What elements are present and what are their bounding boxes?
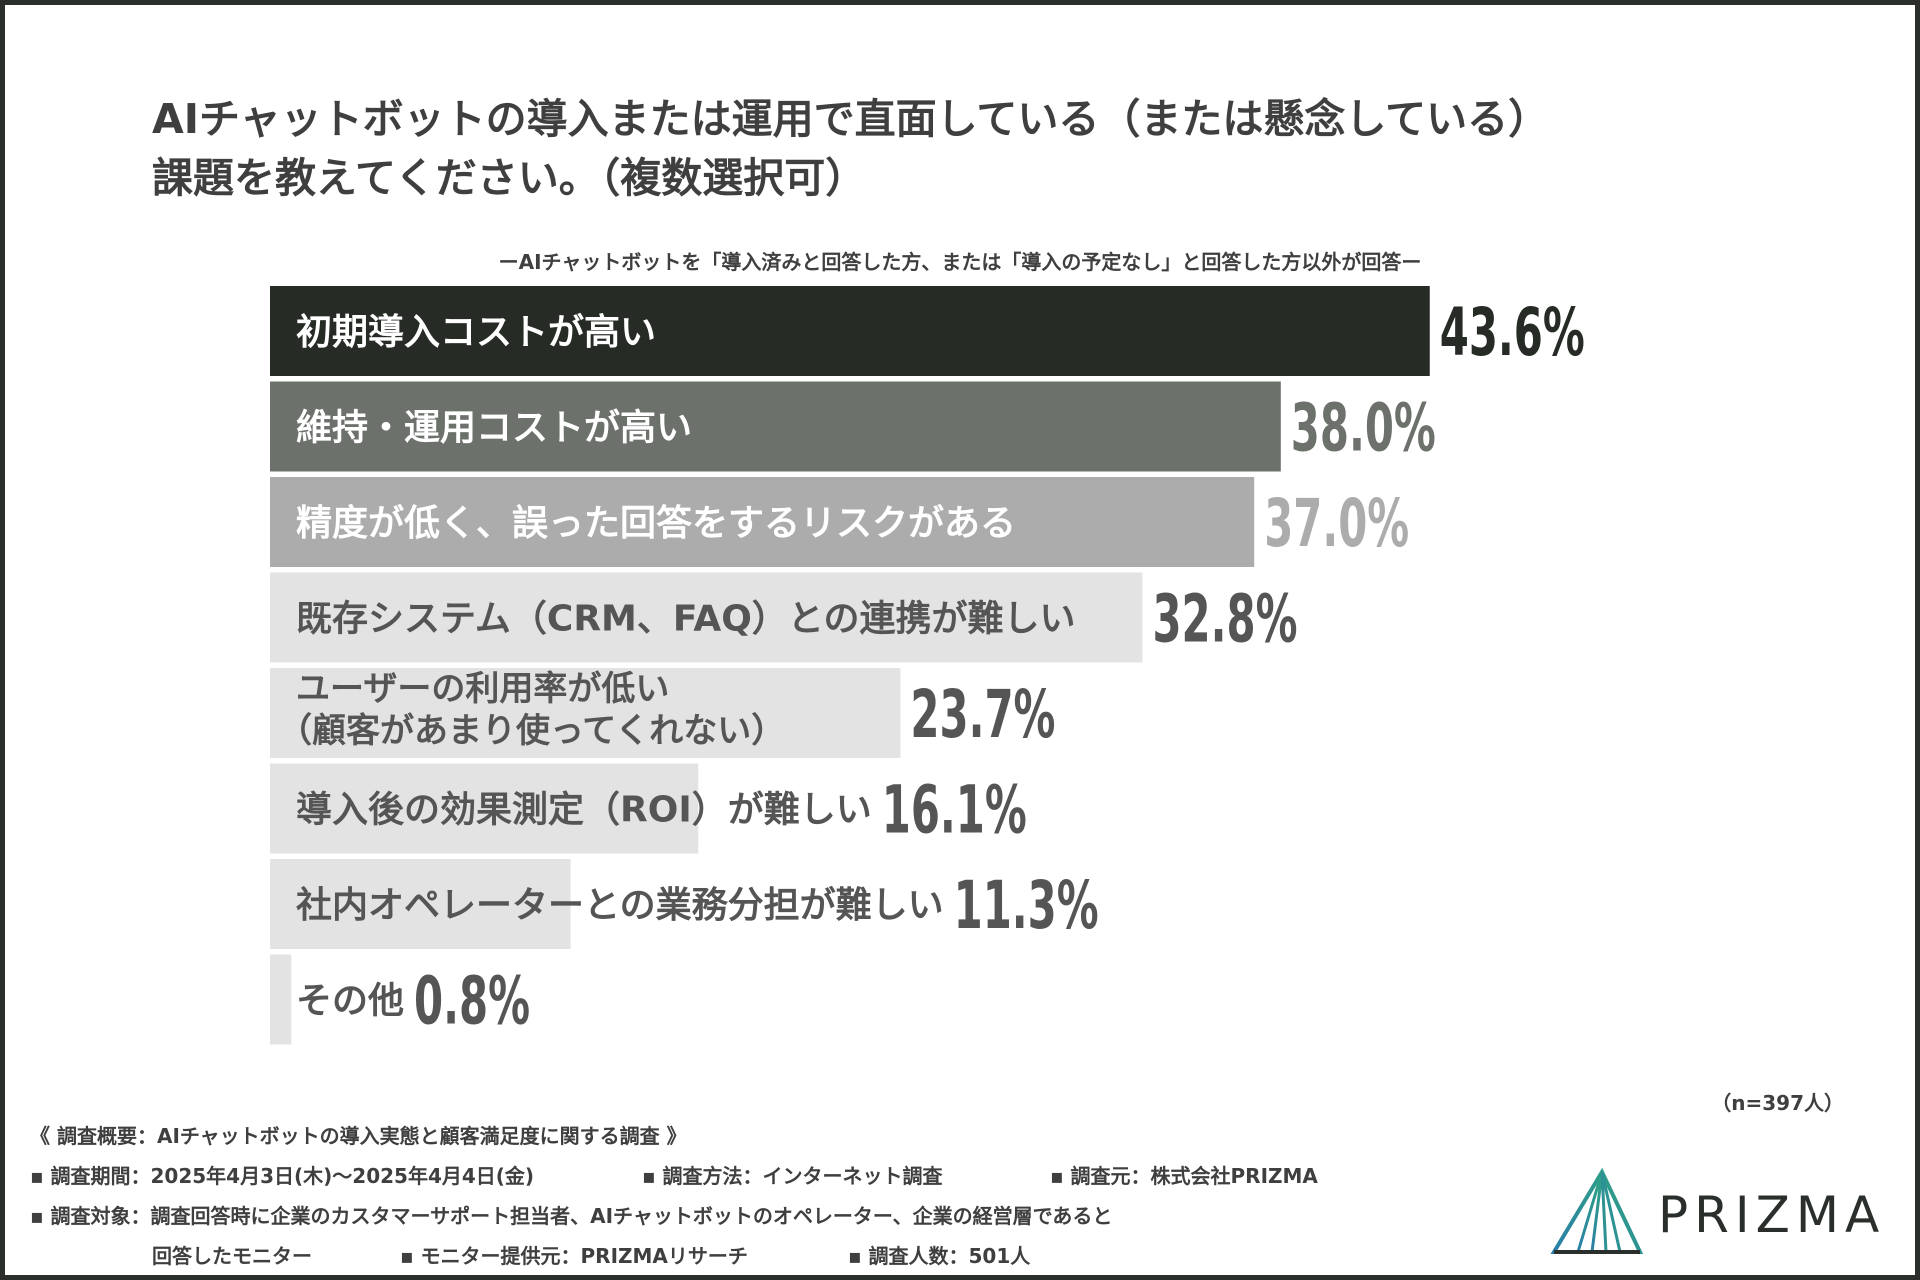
prizma-logo-text: PRIZMA	[1658, 1186, 1886, 1244]
survey-heading: 《 調査概要：AIチャットボットの導入実態と顧客満足度に関する調査 》	[30, 1124, 687, 1148]
prizma-logo-mark-icon	[1550, 1167, 1644, 1254]
survey-period: ▪ 調査期間：2025年4月3日(木)〜2025年4月4日(金)	[30, 1164, 535, 1188]
chart-title: AIチャットボットの導入または運用で直面している（または懸念している） 課題を教…	[152, 90, 1852, 209]
bar-2	[270, 381, 1281, 472]
value-label-8: 0.8%	[414, 963, 530, 1040]
category-label-7: 社内オペレーターとの業務分担が難しい	[296, 885, 944, 926]
category-label-6: 導入後の効果測定（ROI）が難しい	[296, 790, 872, 831]
title-line-2: 課題を教えてください。（複数選択可）	[152, 154, 867, 203]
category-label-5: ユーザーの利用率が低い（顧客があまり使ってくれない）	[278, 669, 785, 751]
value-label-6: 16.1%	[882, 772, 1027, 849]
category-label-8: その他	[296, 981, 404, 1022]
bar-3	[270, 477, 1255, 567]
value-label-2: 38.0%	[1291, 390, 1436, 467]
category-label-2: 維持・運用コストが高い	[296, 408, 692, 449]
bar-6	[270, 763, 699, 854]
bar-8	[270, 954, 292, 1045]
survey-provider: ▪ モニター提供元：PRIZMAリサーチ	[400, 1244, 748, 1268]
bar-7	[270, 859, 571, 949]
bar-chart: 初期導入コストが高い 43.6% 維持・運用コストが高い 38.0% 精度が低く、誤った…	[270, 286, 1585, 1045]
survey-target: ▪ 調査対象：調査回答時に企業のカスタマーサポート担当者、AIチャットボットのオ…	[30, 1204, 1113, 1228]
survey-method: ▪ 調査方法：インターネット調査	[642, 1164, 943, 1188]
sample-size-note: （n=397人）	[1711, 1091, 1844, 1115]
bar-5	[270, 668, 901, 758]
category-label-4: 既存システム（CRM、FAQ）との連携が難しい	[296, 599, 1075, 640]
title-line-1: AIチャットボットの導入または運用で直面している（または懸念している）	[152, 95, 1550, 143]
category-label-1: 初期導入コストが高い	[296, 312, 656, 353]
survey-count: ▪ 調査人数：501人	[848, 1244, 1031, 1268]
survey-target-cont: 回答したモニター	[152, 1244, 312, 1268]
prizma-logo: PRIZMA	[1544, 1166, 1904, 1256]
value-label-1: 43.6%	[1440, 294, 1585, 371]
category-label-3: 精度が低く、誤った回答をするリスクがある	[296, 503, 1016, 544]
value-label-3: 37.0%	[1264, 485, 1409, 562]
chart-subtitle: ーAIチャットボットを「導入済みと回答した方、または「導入の予定なし」と回答した…	[498, 250, 1422, 274]
value-label-7: 11.3%	[954, 867, 1099, 944]
bar-4	[270, 572, 1143, 663]
value-label-5: 23.7%	[910, 676, 1055, 753]
bar-1	[270, 286, 1430, 376]
value-label-4: 32.8%	[1152, 581, 1297, 658]
survey-source: ▪ 調査元：株式会社PRIZMA	[1050, 1164, 1318, 1188]
